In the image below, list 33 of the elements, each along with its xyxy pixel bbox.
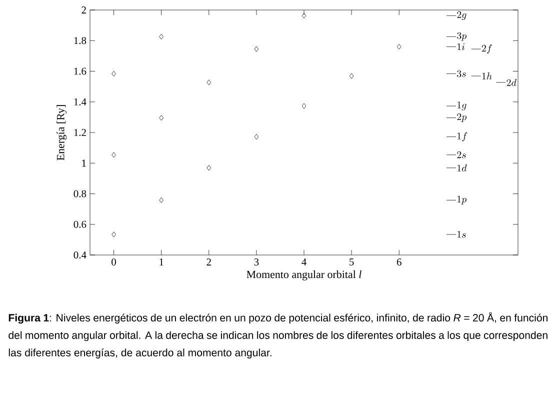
ref-line-label: $1d$: [458, 164, 467, 172]
ref-line-label: $3p$: [457, 32, 467, 41]
y-tick-label: 1.8: [74, 37, 86, 44]
ref-line-label: $2s$: [457, 151, 466, 158]
x-axis-title: Momento angular orbital l: [246, 270, 362, 280]
y-tick-label: 0.4: [74, 251, 86, 259]
x-tick-label: 2: [206, 258, 211, 266]
y-tick-label: 0.6: [74, 220, 86, 228]
x-tick-label: 1: [160, 258, 164, 266]
y-tick-label: 2: [82, 6, 86, 14]
y-tick-label: 1.4: [74, 98, 86, 106]
x-tick-label: 6: [396, 258, 402, 266]
y-tick-label: 1.6: [74, 68, 86, 75]
ref-line-label: $1h$: [482, 72, 492, 80]
y-tick-label: 0.8: [74, 190, 86, 198]
y-tick-label: 1: [82, 160, 86, 167]
ref-line-label: $2f$: [482, 44, 492, 54]
ref-line-label: $1p$: [458, 196, 467, 204]
ref-line-label: $3s$: [457, 70, 466, 78]
ref-line-label: $2d$: [506, 78, 516, 86]
y-axis-title: Energía [Ry]: [56, 105, 67, 160]
x-tick-label: 4: [302, 258, 306, 266]
ref-line-label: $2g$: [457, 11, 466, 20]
ref-line-label: $1f$: [458, 132, 468, 142]
x-tick-label: 3: [254, 258, 259, 266]
ref-line-label: $1g$: [458, 102, 466, 110]
ref-line-label: $1i$: [458, 43, 465, 50]
x-tick-label: 5: [350, 258, 354, 266]
ref-line-label: $2p$: [457, 113, 467, 122]
ref-line-label: $1s$: [458, 231, 466, 238]
text: Figura 1: Niveles energéticos de un electrón en un pozo de potencial esférico, infinito, de radio R = 20 Å, en función del momento angular orbital. A la derecha se indican los nombres de los diferentes orbitales a los que corresponden las diferentes energías, de acuerdo al momento angular.: [8, 312, 548, 358]
y-tick-label: 1.2: [74, 128, 86, 136]
x-tick-label: 0: [112, 258, 116, 266]
